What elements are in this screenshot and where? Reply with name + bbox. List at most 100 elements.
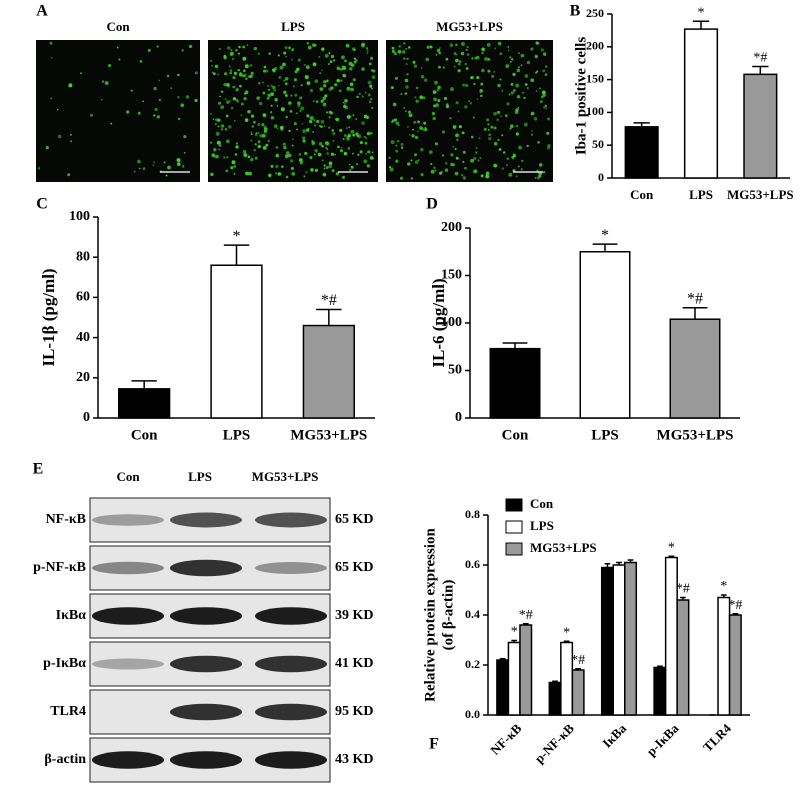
cell <box>454 147 457 151</box>
cell <box>242 56 247 61</box>
micrograph <box>36 40 200 182</box>
cell <box>393 118 398 122</box>
size-label: 43 KD <box>335 752 374 767</box>
cell <box>431 112 436 116</box>
blot-band <box>92 607 164 625</box>
cell <box>250 157 254 162</box>
cell <box>267 139 271 143</box>
cell <box>344 59 347 63</box>
cell <box>506 157 510 160</box>
y-axis-label: (of β-actin) <box>440 580 456 651</box>
cell <box>254 156 258 160</box>
cell <box>539 100 543 104</box>
cell <box>231 57 235 61</box>
cell <box>104 81 109 86</box>
y-axis-label: IL-1β (pg/ml) <box>39 268 58 366</box>
cell <box>483 127 487 131</box>
cell <box>480 174 484 178</box>
cell <box>540 95 544 99</box>
cell <box>544 104 547 108</box>
cell <box>391 46 395 50</box>
cell <box>284 94 288 97</box>
cell <box>280 107 285 112</box>
cell <box>247 110 251 114</box>
cell <box>292 85 295 88</box>
cell <box>181 165 185 168</box>
panel-label: C <box>36 196 48 213</box>
cell <box>388 165 392 169</box>
panel-label: F <box>429 736 439 753</box>
cell <box>476 98 479 100</box>
x-tick-label: NF-κB <box>487 720 524 757</box>
cell <box>444 168 449 172</box>
cell <box>274 98 278 102</box>
x-tick-label: LPS <box>689 187 713 202</box>
cell <box>462 83 466 87</box>
cell <box>331 129 335 132</box>
y-tick-label: 0.4 <box>465 607 480 621</box>
cell <box>37 167 41 170</box>
cell <box>422 96 426 100</box>
blot-band <box>255 607 327 625</box>
y-tick-label: 0 <box>83 410 90 425</box>
cell <box>352 78 356 82</box>
cell <box>406 57 409 61</box>
y-tick-label: 200 <box>441 220 462 235</box>
cell <box>240 114 243 116</box>
cell <box>491 74 495 78</box>
blot-band <box>255 751 327 769</box>
cell <box>405 47 408 50</box>
cell <box>255 132 258 135</box>
error-bar <box>511 639 518 643</box>
cell <box>110 122 113 125</box>
cell <box>476 76 480 80</box>
cell <box>460 173 464 177</box>
cell <box>339 149 344 153</box>
cell <box>262 113 267 118</box>
cell <box>322 96 327 101</box>
cell <box>420 75 425 79</box>
cell <box>320 99 324 103</box>
cell <box>493 111 497 116</box>
cell <box>303 175 306 178</box>
cell <box>298 153 302 156</box>
size-label: 65 KD <box>335 512 374 527</box>
cell <box>283 79 286 82</box>
cell <box>543 106 546 109</box>
cell <box>251 125 255 128</box>
cell <box>223 83 227 87</box>
cell <box>302 139 306 143</box>
cell <box>510 91 514 95</box>
significance: *# <box>728 598 742 613</box>
cell <box>177 73 180 77</box>
cell <box>526 60 531 65</box>
cell <box>296 67 300 72</box>
cell <box>524 74 529 78</box>
cell <box>322 102 327 107</box>
cell <box>293 122 297 126</box>
cell <box>477 159 480 162</box>
cell <box>332 139 335 142</box>
cell <box>153 161 156 164</box>
blot-band <box>255 655 327 673</box>
error-bar <box>499 658 506 660</box>
cell <box>313 153 316 156</box>
size-label: 65 KD <box>335 560 374 575</box>
protein-label: p-NF-κB <box>33 560 86 575</box>
cell <box>461 131 465 135</box>
cell <box>181 49 184 52</box>
cell <box>438 51 441 55</box>
cell <box>472 116 475 119</box>
cell <box>238 84 242 88</box>
size-label: 95 KD <box>335 704 374 719</box>
cell <box>290 94 293 97</box>
panel-label: D <box>426 196 438 213</box>
cell <box>400 146 404 149</box>
cell <box>300 84 303 87</box>
cell <box>226 139 230 144</box>
cell <box>366 49 369 52</box>
x-tick-label: Con <box>131 427 158 443</box>
error-bar <box>592 243 618 252</box>
cell <box>460 51 465 56</box>
cell <box>355 59 358 62</box>
